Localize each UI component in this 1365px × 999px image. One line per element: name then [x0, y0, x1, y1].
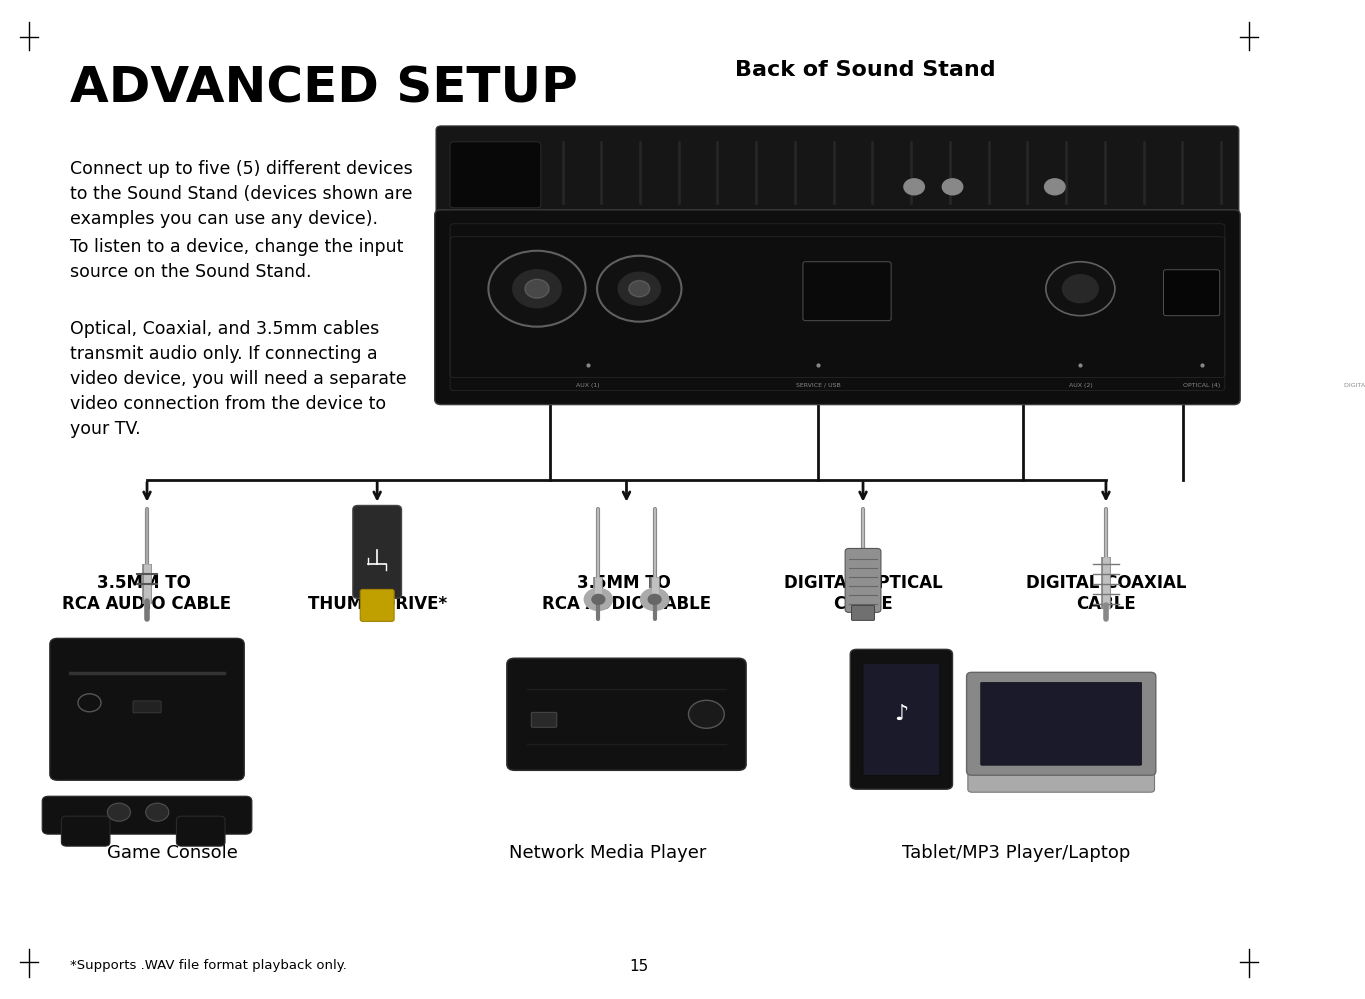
FancyBboxPatch shape	[360, 589, 394, 621]
Circle shape	[904, 179, 924, 195]
Circle shape	[1323, 259, 1365, 319]
Text: Back of Sound Stand: Back of Sound Stand	[736, 60, 996, 80]
Circle shape	[648, 594, 661, 604]
Text: DIGITAL OPTICAL
CABLE: DIGITAL OPTICAL CABLE	[784, 574, 942, 613]
FancyBboxPatch shape	[450, 142, 541, 208]
Text: ADVANCED SETUP: ADVANCED SETUP	[71, 65, 577, 113]
FancyBboxPatch shape	[42, 796, 253, 834]
Circle shape	[513, 270, 561, 308]
Text: Game Console: Game Console	[108, 844, 238, 862]
FancyBboxPatch shape	[845, 548, 880, 612]
FancyBboxPatch shape	[803, 262, 891, 321]
FancyBboxPatch shape	[434, 210, 1241, 405]
Circle shape	[640, 588, 669, 610]
Circle shape	[942, 179, 962, 195]
Circle shape	[526, 279, 549, 298]
Circle shape	[592, 594, 605, 604]
Text: *Supports .WAV file format playback only.: *Supports .WAV file format playback only…	[71, 959, 347, 972]
FancyBboxPatch shape	[354, 505, 401, 598]
Text: ♪: ♪	[894, 704, 909, 724]
Text: 15: 15	[629, 959, 648, 974]
Text: DIGITAL COAXIAL
CABLE: DIGITAL COAXIAL CABLE	[1025, 574, 1186, 613]
Text: Optical, Coaxial, and 3.5mm cables
transmit audio only. If connecting a
video de: Optical, Coaxial, and 3.5mm cables trans…	[71, 320, 407, 438]
Circle shape	[688, 700, 725, 728]
FancyBboxPatch shape	[966, 672, 1156, 775]
Circle shape	[1062, 275, 1099, 303]
Circle shape	[146, 803, 169, 821]
FancyBboxPatch shape	[61, 816, 111, 846]
Text: Network Media Player: Network Media Player	[509, 844, 706, 862]
FancyBboxPatch shape	[980, 682, 1141, 765]
Text: OPTICAL (4): OPTICAL (4)	[1183, 383, 1220, 388]
FancyBboxPatch shape	[863, 663, 939, 775]
Text: 3.5MM TO 
RCA AUDIO CABLE: 3.5MM TO RCA AUDIO CABLE	[63, 574, 232, 613]
FancyBboxPatch shape	[968, 768, 1155, 792]
Circle shape	[489, 251, 586, 327]
FancyBboxPatch shape	[176, 816, 225, 846]
Circle shape	[618, 272, 661, 306]
Text: SERVICE / USB: SERVICE / USB	[796, 383, 841, 388]
Text: To listen to a device, change the input
source on the Sound Stand.: To listen to a device, change the input …	[71, 238, 404, 281]
Text: USB
THUMB DRIVE*: USB THUMB DRIVE*	[307, 574, 446, 613]
Text: 3.5MM TO 
RCA AUDIO CABLE: 3.5MM TO RCA AUDIO CABLE	[542, 574, 711, 613]
FancyBboxPatch shape	[531, 712, 557, 727]
FancyBboxPatch shape	[51, 638, 244, 780]
FancyBboxPatch shape	[132, 701, 161, 713]
Circle shape	[108, 803, 131, 821]
Circle shape	[1044, 179, 1065, 195]
Text: Connect up to five (5) different devices
to the Sound Stand (devices shown are
e: Connect up to five (5) different devices…	[71, 160, 414, 228]
Text: DIGITAL (3): DIGITAL (3)	[1345, 383, 1365, 388]
Text: AUX (2): AUX (2)	[1069, 383, 1092, 388]
Circle shape	[597, 256, 681, 322]
Circle shape	[584, 588, 613, 610]
Circle shape	[629, 281, 650, 297]
FancyBboxPatch shape	[1163, 270, 1220, 316]
FancyBboxPatch shape	[850, 649, 953, 789]
Text: AUX (1): AUX (1)	[576, 383, 601, 388]
FancyBboxPatch shape	[506, 658, 747, 770]
Text: Tablet/MP3 Player/Laptop: Tablet/MP3 Player/Laptop	[902, 844, 1130, 862]
FancyBboxPatch shape	[435, 126, 1239, 219]
FancyBboxPatch shape	[852, 605, 875, 620]
Circle shape	[1046, 262, 1115, 316]
Circle shape	[1343, 274, 1365, 304]
